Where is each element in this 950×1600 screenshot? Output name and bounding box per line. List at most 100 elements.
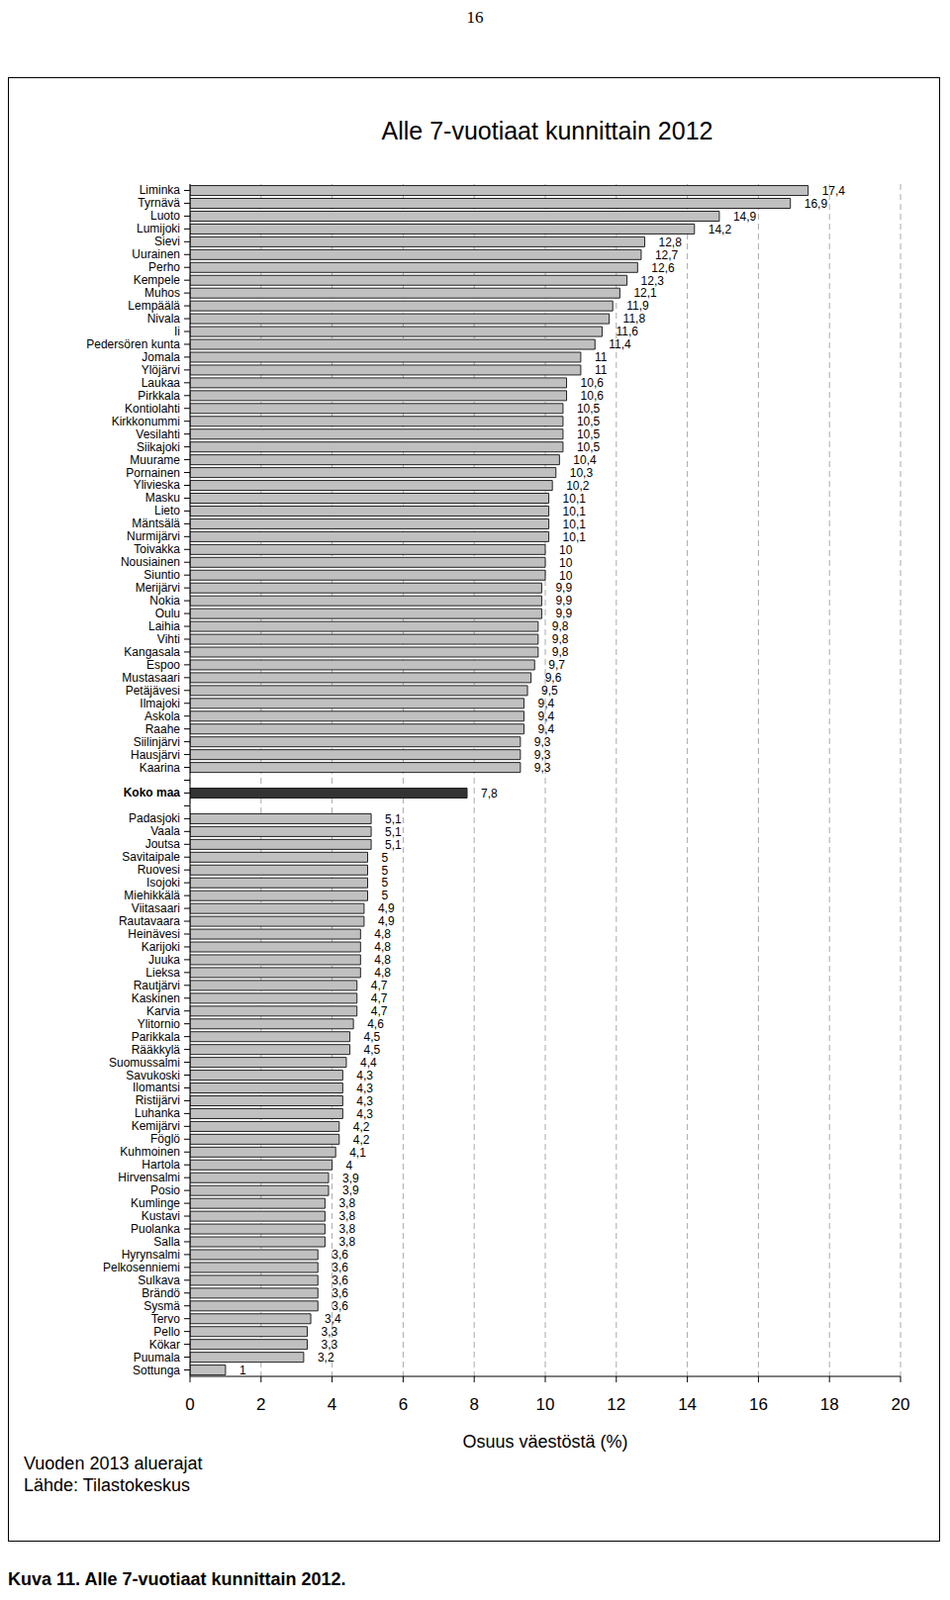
svg-text:Lieksa: Lieksa (145, 965, 181, 980)
svg-text:Puolanka: Puolanka (130, 1222, 181, 1236)
svg-text:Osuus väestöstä (%): Osuus väestöstä (%) (462, 1431, 628, 1452)
svg-text:Hartola: Hartola (141, 1157, 181, 1172)
svg-text:Ruovesi: Ruovesi (137, 862, 181, 877)
svg-text:Rautavaara: Rautavaara (118, 914, 181, 929)
svg-text:3,9: 3,9 (342, 1171, 360, 1186)
svg-text:Rääkkylä: Rääkkylä (131, 1043, 182, 1057)
svg-text:3,8: 3,8 (338, 1209, 356, 1224)
svg-text:12,6: 12,6 (651, 261, 675, 276)
svg-text:Luhanka: Luhanka (134, 1106, 181, 1121)
svg-text:Vaala: Vaala (150, 824, 181, 839)
svg-text:Luoto: Luoto (150, 208, 181, 223)
svg-text:Hausjärvi: Hausjärvi (130, 748, 181, 762)
svg-text:Nousiainen: Nousiainen (120, 555, 181, 570)
svg-text:16,9: 16,9 (804, 196, 829, 211)
svg-text:4,5: 4,5 (364, 1030, 381, 1045)
svg-text:10,1: 10,1 (563, 491, 587, 506)
svg-text:Raahe: Raahe (145, 722, 182, 737)
svg-text:3,8: 3,8 (338, 1222, 356, 1236)
svg-text:Laihia: Laihia (148, 619, 181, 634)
svg-text:9,9: 9,9 (555, 593, 572, 608)
svg-text:3,6: 3,6 (331, 1299, 349, 1314)
svg-text:10,1: 10,1 (563, 517, 587, 532)
svg-text:4,9: 4,9 (378, 901, 395, 916)
svg-text:Laukaa: Laukaa (141, 376, 182, 390)
svg-text:14,2: 14,2 (708, 222, 733, 237)
svg-text:10: 10 (559, 569, 573, 583)
svg-text:9,4: 9,4 (537, 696, 555, 711)
svg-text:Karvia: Karvia (146, 1004, 181, 1019)
svg-text:12,3: 12,3 (641, 274, 665, 288)
svg-text:Vihti: Vihti (157, 632, 181, 647)
svg-text:Lempäälä: Lempäälä (127, 298, 181, 313)
svg-text:10,3: 10,3 (570, 466, 594, 480)
svg-text:11: 11 (594, 363, 608, 378)
svg-text:12,7: 12,7 (655, 248, 679, 263)
svg-text:12,1: 12,1 (633, 285, 658, 300)
svg-text:Pello: Pello (153, 1325, 181, 1339)
svg-text:Kirkkonummi: Kirkkonummi (111, 414, 181, 429)
svg-text:4,6: 4,6 (367, 1017, 384, 1032)
svg-text:14,9: 14,9 (733, 209, 758, 224)
svg-text:2: 2 (256, 1395, 266, 1415)
svg-text:Ilomantsi: Ilomantsi (132, 1080, 181, 1095)
svg-text:4,8: 4,8 (374, 927, 391, 942)
svg-text:4,5: 4,5 (364, 1043, 381, 1057)
svg-text:4: 4 (327, 1395, 337, 1415)
svg-text:5: 5 (381, 875, 389, 890)
svg-text:Kangasala: Kangasala (123, 645, 181, 660)
svg-text:8: 8 (469, 1395, 478, 1415)
svg-text:Kustavi: Kustavi (141, 1209, 181, 1224)
svg-text:3,8: 3,8 (338, 1235, 356, 1249)
svg-text:Toivakka: Toivakka (133, 542, 181, 557)
svg-text:4,8: 4,8 (374, 965, 391, 980)
svg-text:4,1: 4,1 (349, 1145, 367, 1160)
svg-text:Uurainen: Uurainen (131, 247, 181, 262)
svg-text:Jomala: Jomala (141, 350, 181, 365)
svg-text:12: 12 (606, 1395, 626, 1415)
svg-text:Ristijärvi: Ristijärvi (135, 1093, 181, 1108)
svg-text:Tyrnävä: Tyrnävä (137, 195, 181, 210)
svg-text:Koko maa: Koko maa (123, 785, 182, 800)
svg-text:5,1: 5,1 (384, 838, 402, 853)
svg-text:4,2: 4,2 (353, 1120, 371, 1135)
svg-text:9,8: 9,8 (552, 619, 570, 634)
svg-text:Savukoski: Savukoski (125, 1068, 181, 1083)
svg-text:Kempele: Kempele (133, 273, 182, 287)
svg-text:Masku: Masku (145, 490, 181, 505)
svg-text:Rautjärvi: Rautjärvi (133, 978, 181, 993)
svg-text:0: 0 (185, 1395, 194, 1415)
svg-text:5,1: 5,1 (384, 812, 402, 827)
svg-text:Kökar: Kökar (149, 1337, 181, 1352)
svg-text:4,3: 4,3 (356, 1081, 374, 1096)
svg-text:Lumijoki: Lumijoki (136, 221, 181, 236)
svg-text:Hyrynsalmi: Hyrynsalmi (121, 1247, 181, 1262)
svg-text:3,8: 3,8 (338, 1196, 356, 1211)
svg-text:Juuka: Juuka (148, 952, 181, 967)
svg-text:10,5: 10,5 (576, 427, 601, 442)
svg-text:Posio: Posio (150, 1183, 181, 1198)
svg-text:Ylöjärvi: Ylöjärvi (141, 363, 181, 378)
svg-text:7,8: 7,8 (480, 786, 498, 801)
svg-text:3,3: 3,3 (320, 1337, 338, 1352)
svg-text:9,6: 9,6 (545, 670, 563, 685)
svg-text:Föglö: Föglö (150, 1132, 181, 1146)
svg-text:Kemijärvi: Kemijärvi (131, 1119, 181, 1134)
svg-text:Siikajoki: Siikajoki (136, 440, 181, 455)
svg-text:11,4: 11,4 (608, 337, 632, 352)
svg-text:5: 5 (381, 888, 389, 903)
svg-text:4,3: 4,3 (356, 1068, 374, 1083)
svg-text:9,8: 9,8 (552, 645, 570, 660)
svg-text:Heinävesi: Heinävesi (127, 927, 181, 942)
svg-text:17,4: 17,4 (822, 184, 847, 198)
svg-text:3,2: 3,2 (317, 1350, 335, 1365)
svg-text:16: 16 (749, 1395, 768, 1415)
svg-text:10,6: 10,6 (580, 376, 605, 390)
svg-text:10: 10 (536, 1395, 556, 1415)
svg-text:Nokia: Nokia (149, 593, 181, 608)
svg-text:Liminka: Liminka (139, 183, 182, 197)
svg-text:Puumala: Puumala (133, 1350, 182, 1365)
svg-text:Lieto: Lieto (154, 503, 181, 518)
svg-text:10,2: 10,2 (566, 478, 590, 493)
svg-text:Sulkava: Sulkava (137, 1273, 181, 1288)
